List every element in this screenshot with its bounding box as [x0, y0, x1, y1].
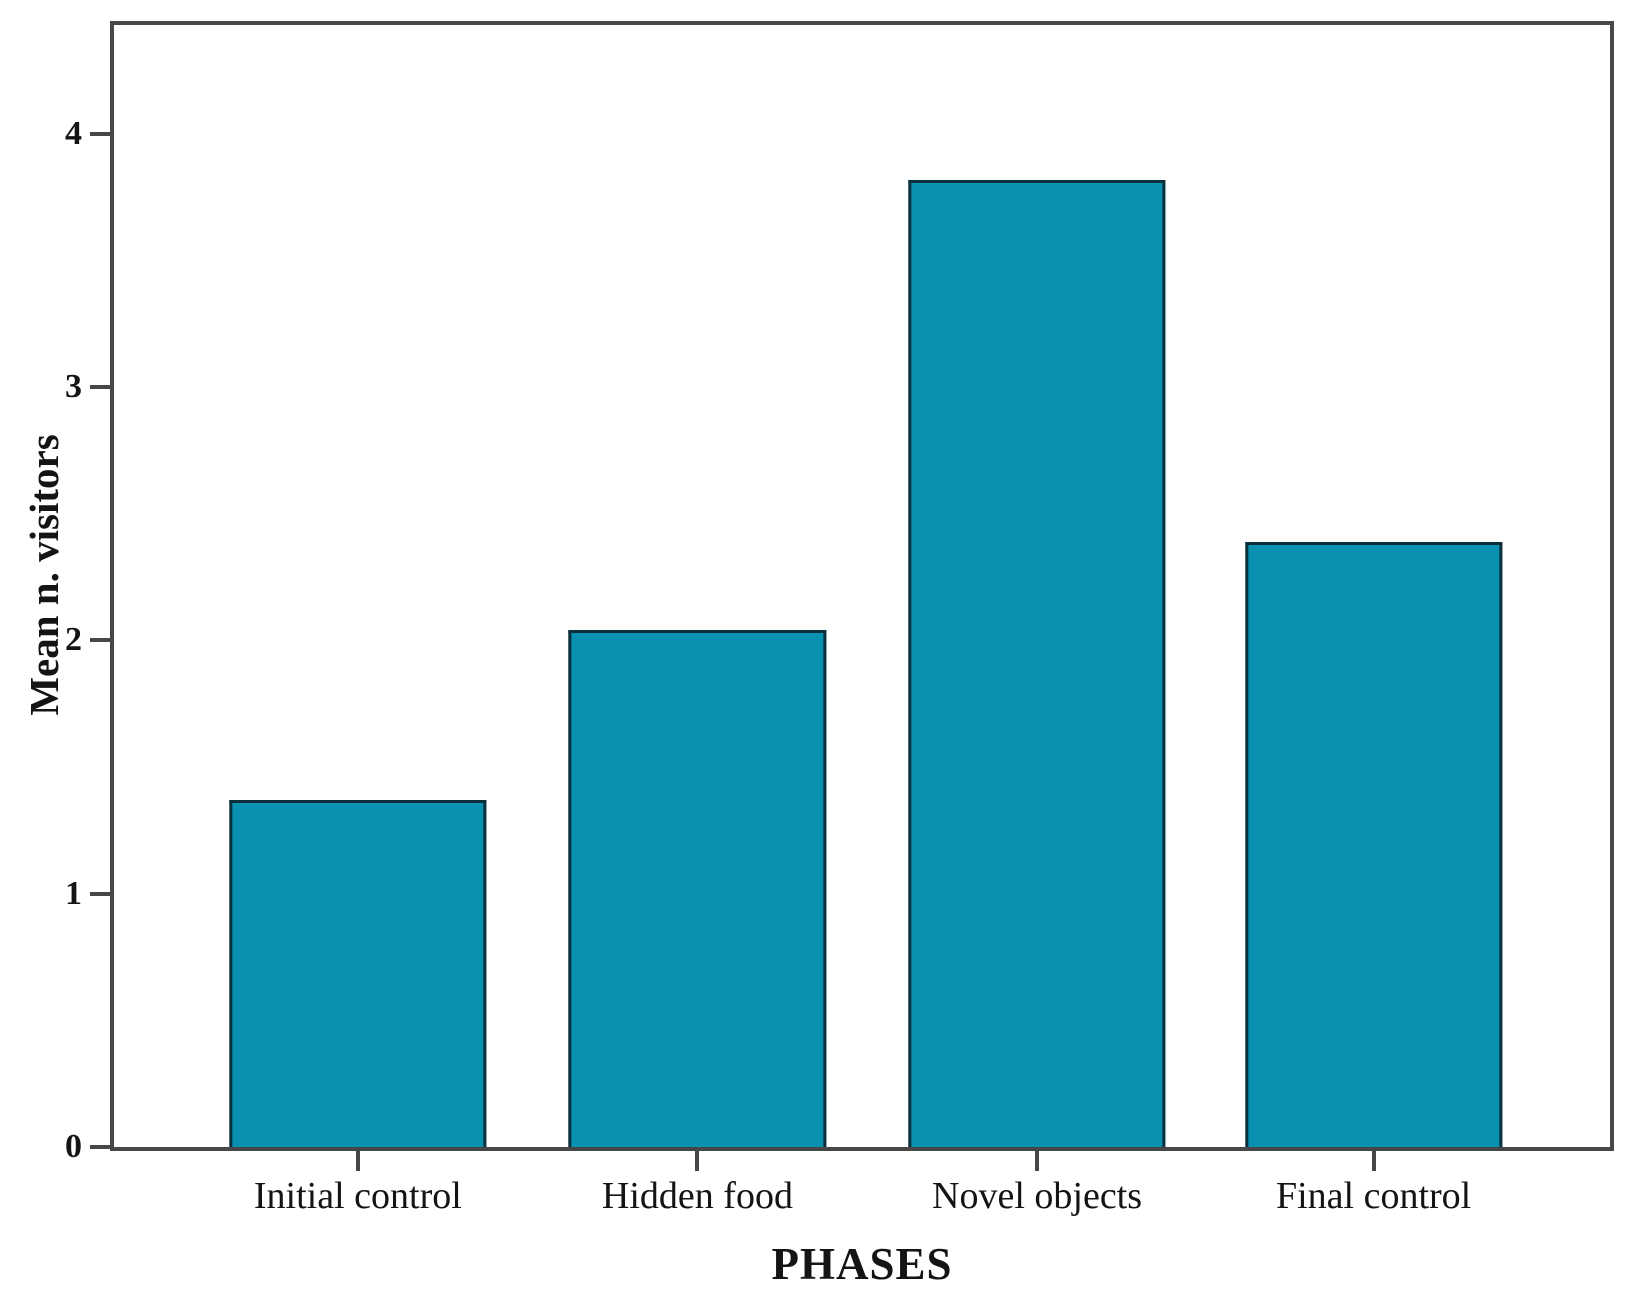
bar	[229, 800, 487, 1147]
category-label: Final control	[1275, 1175, 1472, 1217]
x-tick-mark	[695, 1151, 700, 1171]
x-tick-mark	[1035, 1151, 1040, 1171]
category-label: Initial control	[253, 1175, 462, 1217]
plot-area: 0 1 2 3 4 Initial control Hidden food Novel obj…	[65, 21, 1614, 1215]
category-label: Hidden food	[601, 1175, 793, 1217]
x-axis-title: PHASES	[771, 1239, 953, 1289]
y-tick-mark	[90, 131, 110, 136]
y-axis-title: Mean n. visitors	[21, 434, 67, 716]
y-tick-label: 4	[65, 114, 82, 152]
y-tick-mark	[90, 891, 110, 896]
category-label: Novel objects	[932, 1175, 1143, 1217]
x-tick-mark	[1371, 1151, 1376, 1171]
bar	[568, 630, 827, 1147]
bar	[1244, 541, 1503, 1147]
y-tick-label: 0	[65, 1128, 82, 1165]
y-tick-mark	[90, 385, 110, 390]
x-tick-mark	[355, 1151, 360, 1171]
y-tick-mark	[90, 1145, 110, 1149]
y-tick-label: 3	[65, 368, 82, 406]
y-tick-label: 2	[65, 621, 82, 659]
bar	[908, 179, 1166, 1147]
y-tick-label: 1	[65, 874, 82, 912]
y-tick-mark	[90, 638, 110, 643]
